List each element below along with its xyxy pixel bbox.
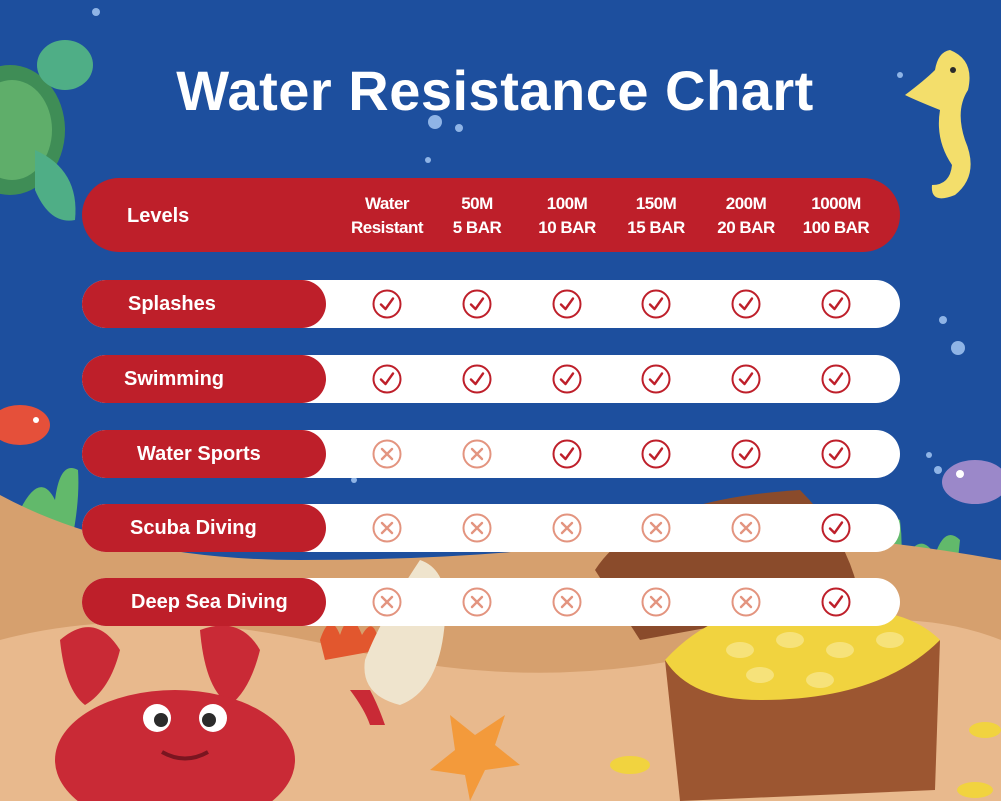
column-header: 1000M 100 BAR: [790, 192, 882, 240]
table-header-bar: [82, 178, 900, 252]
check-circle-icon: [731, 439, 761, 469]
row-label-pill: [82, 504, 326, 552]
check-circle-icon: [552, 364, 582, 394]
check-circle-icon: [731, 364, 761, 394]
x-circle-icon: [372, 439, 402, 469]
row-label: Swimming: [124, 368, 225, 390]
x-circle-icon: [372, 587, 402, 617]
fish-purple: [942, 460, 1001, 504]
check-circle-icon: [372, 289, 402, 319]
coral: [320, 620, 380, 660]
column-header-line2: 10 BAR: [538, 218, 596, 237]
row-label-pill: [82, 355, 326, 403]
table-row: Water Sports: [82, 430, 900, 478]
x-circle-icon: [731, 587, 761, 617]
table-row: Deep Sea Diving: [82, 578, 900, 626]
check-circle-icon: [641, 289, 671, 319]
x-circle-icon: [552, 513, 582, 543]
row-label: Deep Sea Diving: [131, 591, 288, 613]
column-header: Water Resistant: [341, 192, 433, 240]
crab: [55, 625, 295, 801]
check-circle-icon: [821, 289, 851, 319]
x-circle-icon: [731, 513, 761, 543]
check-circle-icon: [821, 439, 851, 469]
row-label: Scuba Diving: [130, 517, 257, 539]
x-circle-icon: [462, 513, 492, 543]
column-header-line2: 5 BAR: [452, 218, 502, 237]
column-header: 150M 15 BAR: [610, 192, 702, 240]
row-label: Water Sports: [137, 443, 261, 465]
turtle: [0, 40, 93, 221]
check-circle-icon: [731, 289, 761, 319]
check-circle-icon: [462, 289, 492, 319]
check-circle-icon: [372, 364, 402, 394]
column-header: 200M 20 BAR: [700, 192, 792, 240]
check-circle-icon: [821, 364, 851, 394]
column-header-line1: 50M: [461, 194, 493, 213]
check-circle-icon: [552, 439, 582, 469]
bubbles: [92, 8, 965, 483]
check-circle-icon: [462, 364, 492, 394]
x-circle-icon: [462, 439, 492, 469]
column-header-line1: 1000M: [811, 194, 861, 213]
column-header-line2: 100 BAR: [802, 218, 870, 237]
starfish: [430, 715, 520, 801]
x-circle-icon: [462, 587, 492, 617]
column-header-line2: Resistant: [350, 218, 424, 237]
column-header-line1: 100M: [546, 194, 588, 213]
check-circle-icon: [641, 439, 671, 469]
column-header-line1: 150M: [635, 194, 677, 213]
row-label-pill: [82, 430, 326, 478]
table-row: Scuba Diving: [82, 504, 900, 552]
column-header-line2: 20 BAR: [717, 218, 775, 237]
table-row: Splashes: [82, 280, 900, 328]
column-header: 100M 10 BAR: [521, 192, 613, 240]
gold-coins: [610, 722, 1001, 798]
row-label-pill: [82, 578, 326, 626]
x-circle-icon: [641, 587, 671, 617]
seahorse: [905, 50, 971, 199]
x-circle-icon: [552, 587, 582, 617]
fish-red: [0, 405, 50, 445]
column-header-line2: 15 BAR: [627, 218, 685, 237]
check-circle-icon: [552, 289, 582, 319]
column-header: 50M 5 BAR: [431, 192, 523, 240]
check-circle-icon: [821, 587, 851, 617]
column-header-line1: 200M: [725, 194, 767, 213]
levels-header: Levels: [127, 205, 190, 227]
page-title: Water Resistance Chart: [176, 59, 814, 122]
table-row: Swimming: [82, 355, 900, 403]
check-circle-icon: [641, 364, 671, 394]
x-circle-icon: [641, 513, 671, 543]
check-circle-icon: [821, 513, 851, 543]
column-header-line1: Water: [364, 194, 410, 213]
row-label-pill: [82, 280, 326, 328]
row-label: Splashes: [128, 293, 216, 315]
x-circle-icon: [372, 513, 402, 543]
